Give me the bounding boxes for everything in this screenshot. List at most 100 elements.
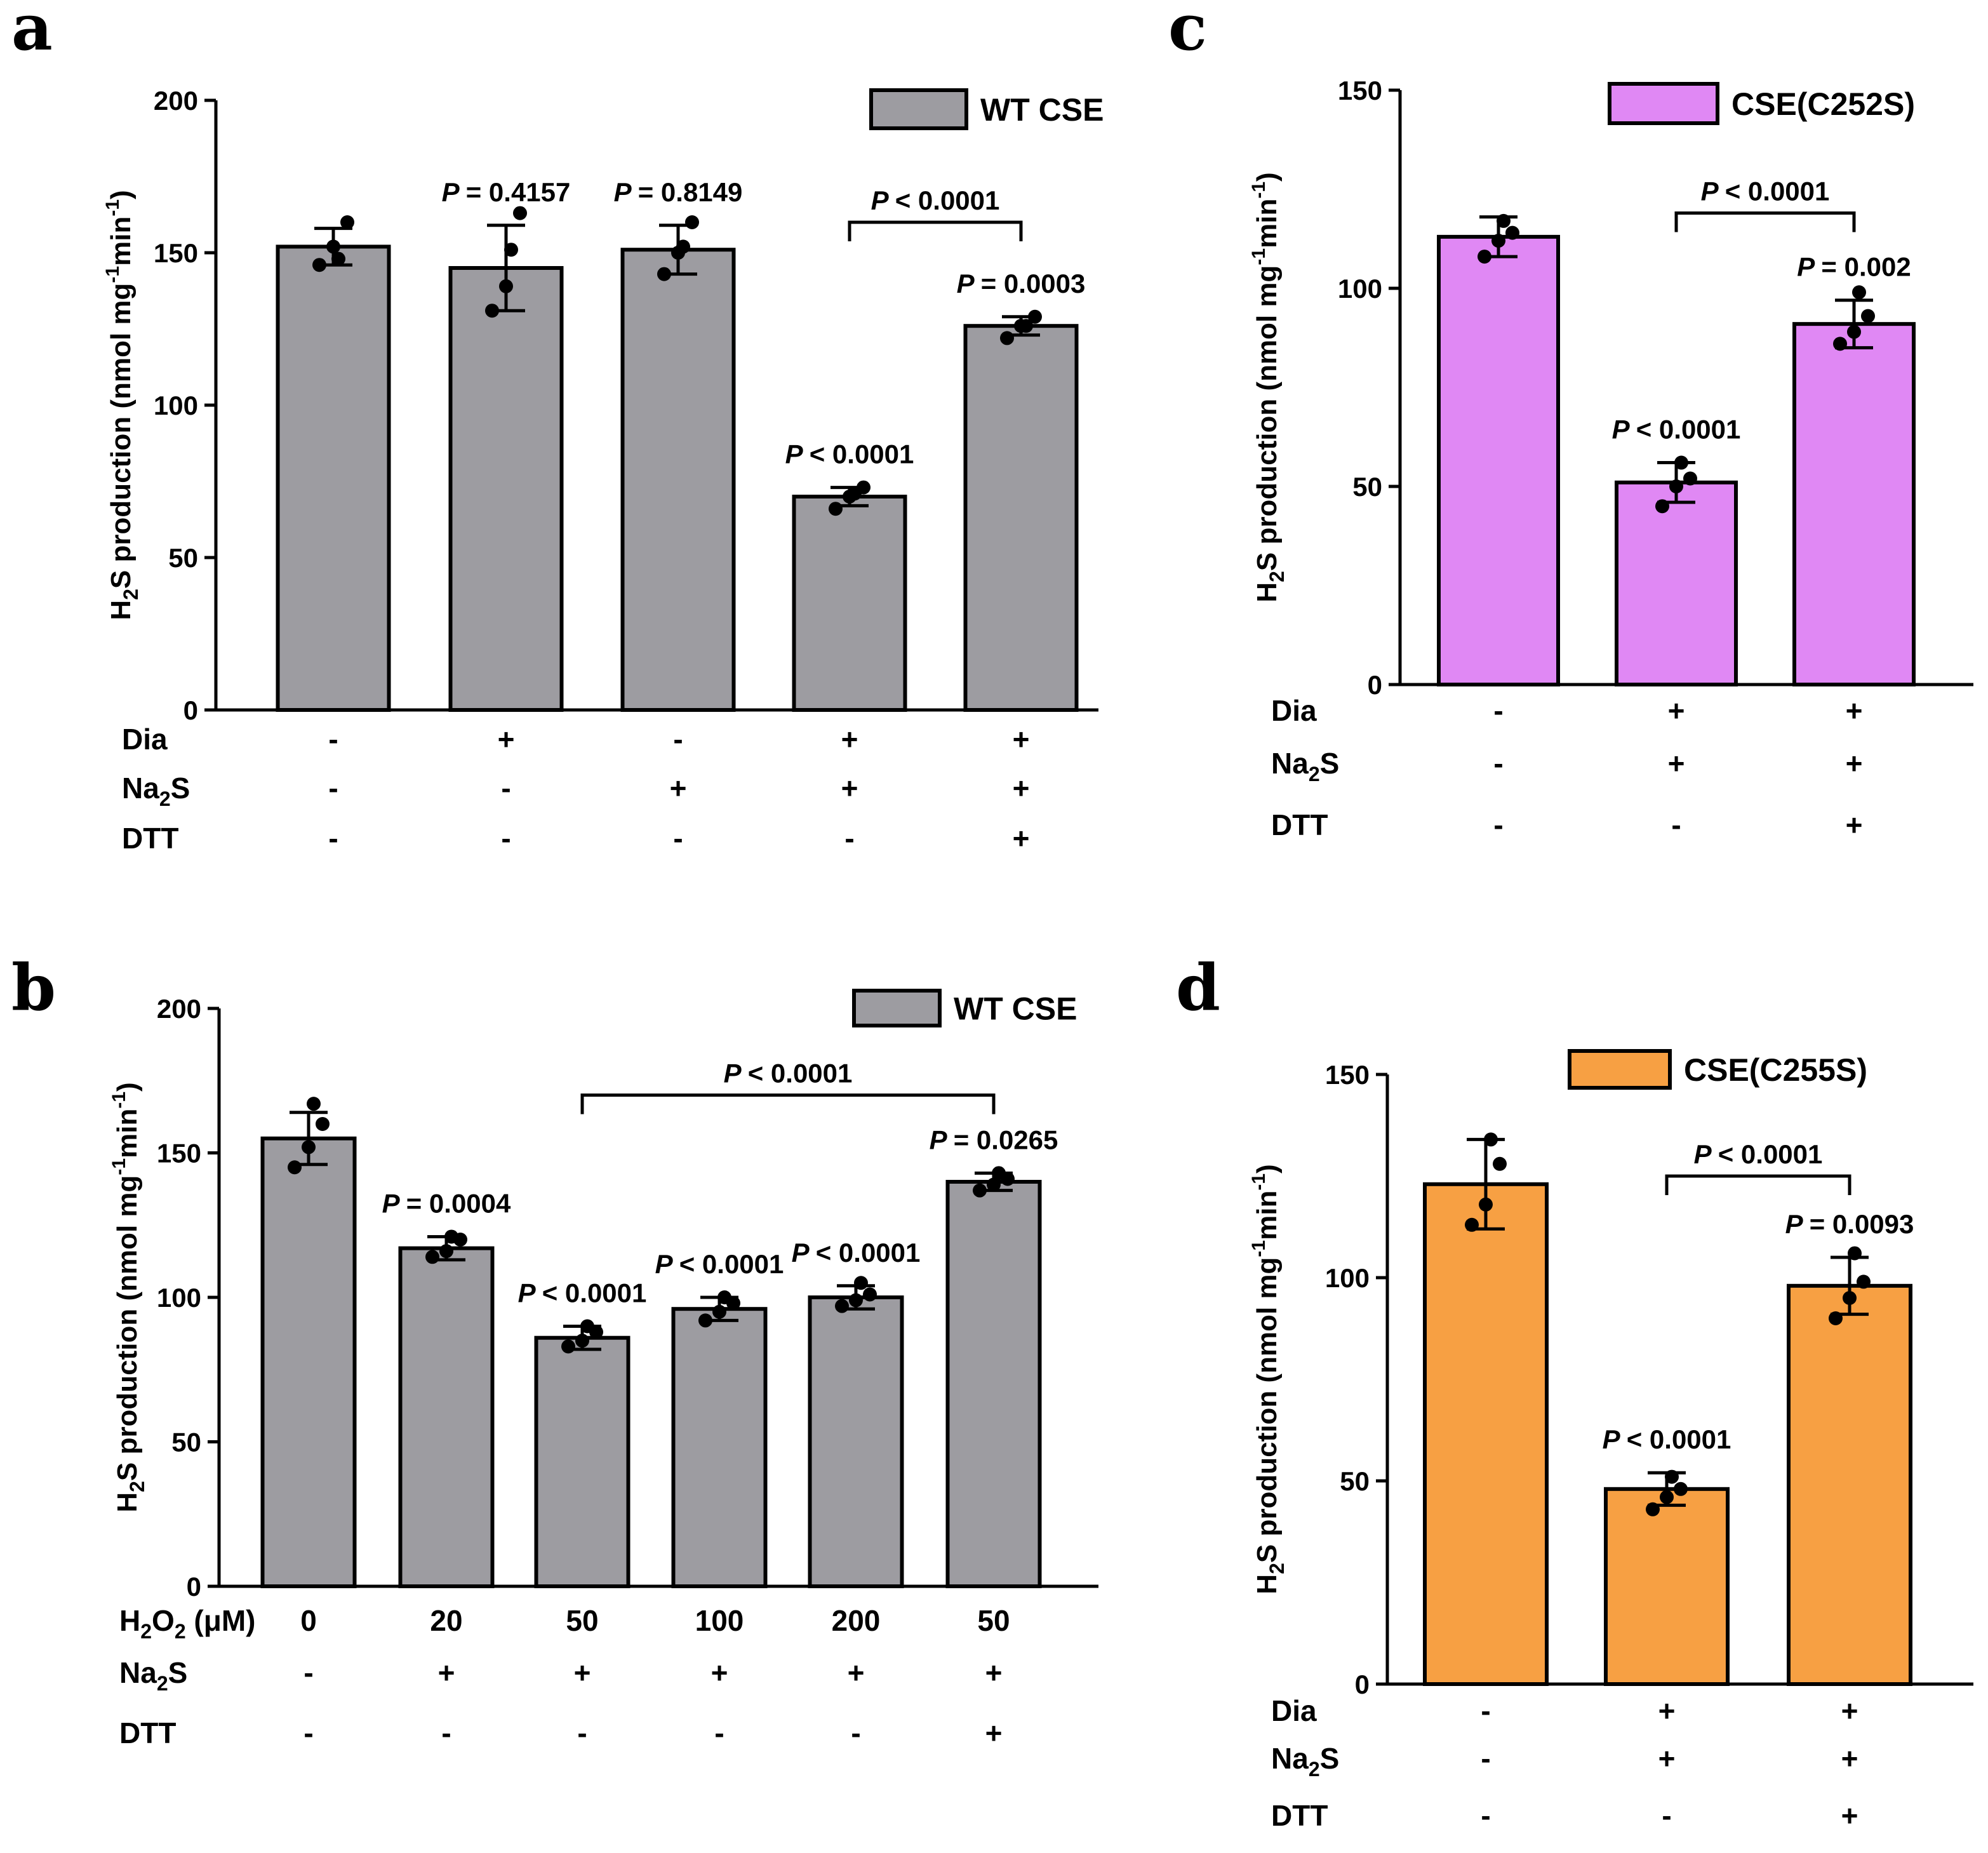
condition-row-label: DTT [1271, 1799, 1328, 1832]
data-point [863, 1287, 877, 1302]
data-point [1019, 319, 1033, 333]
cond-label-sub: 2 [140, 1620, 152, 1643]
data-point [1848, 1246, 1862, 1261]
data-point [973, 1183, 987, 1198]
p-value-text: < 0.0001 [748, 1059, 853, 1088]
data-point [439, 1244, 453, 1259]
p-italic: P [792, 1238, 816, 1268]
y-tick-label: 0 [183, 695, 198, 725]
data-point [848, 486, 862, 501]
ylabel-part: min [1251, 1191, 1283, 1240]
p-value-label: P = 0.002 [1797, 252, 1911, 282]
data-point [829, 502, 843, 516]
legend-swatch [852, 989, 942, 1027]
p-value-text: < 0.0001 [810, 439, 914, 469]
bar [620, 248, 736, 712]
bar [1787, 1283, 1912, 1687]
y-tick-label: 50 [168, 543, 198, 573]
data-point [835, 1299, 849, 1313]
data-point [1833, 337, 1847, 351]
condition-sign: + [1013, 723, 1030, 756]
condition-row-label: DTT [122, 822, 178, 855]
condition-sign: - [673, 822, 683, 855]
y-tick-label: 150 [157, 1139, 201, 1168]
y-tick-label: 200 [154, 86, 198, 116]
p-italic: P [1701, 176, 1725, 206]
bar [792, 495, 907, 712]
condition-sign: - [1671, 808, 1681, 841]
cond-label-part: Na [119, 1656, 157, 1689]
condition-sign: + [985, 1656, 1003, 1689]
condition-sign: - [714, 1716, 724, 1749]
condition-sign: + [670, 772, 687, 805]
legend-label: WT CSE [980, 92, 1104, 128]
data-point [698, 1313, 712, 1328]
ylabel-sub: 2 [1265, 571, 1288, 582]
condition-sign: - [328, 822, 338, 855]
condition-row-label: H2O2 (μM) [119, 1604, 256, 1643]
p-value-text: = 0.0004 [406, 1188, 511, 1218]
p-value-label: P < 0.0001 [1612, 415, 1741, 445]
condition-row-label: Na2S [122, 772, 190, 810]
data-point [1000, 331, 1014, 345]
condition-sign: - [673, 723, 683, 756]
p-italic: P [382, 1188, 406, 1218]
data-point [1484, 1132, 1498, 1147]
p-italic: P [957, 269, 981, 298]
y-axis-label: H2S production (nmol mg-1min-1) [102, 190, 142, 620]
p-value-label: P = 0.0003 [957, 269, 1086, 298]
condition-sign: - [304, 1716, 313, 1749]
cond-label-part: Na [122, 772, 159, 805]
y-axis-label: H2S production (nmol mg-1min-1) [1248, 172, 1288, 602]
cond-label-part: S [171, 772, 190, 805]
condition-sign: 50 [566, 1604, 598, 1637]
condition-sign: - [1481, 1742, 1490, 1775]
data-point [444, 1229, 458, 1244]
data-point [1646, 1502, 1660, 1516]
y-axis-label: H2S production (nmol mg-1min-1) [1248, 1164, 1288, 1594]
p-value-text: < 0.0001 [1627, 1424, 1731, 1454]
condition-sign: 50 [977, 1604, 1010, 1637]
condition-sign: + [1658, 1694, 1676, 1727]
condition-sign: - [1662, 1799, 1671, 1832]
legend-label: CSE(C255S) [1684, 1052, 1867, 1088]
bar [260, 1136, 357, 1588]
condition-sign: - [851, 1716, 860, 1749]
ylabel-sup: -1 [1248, 182, 1269, 199]
y-tick-label: 200 [157, 994, 201, 1024]
p-value-text: < 0.0001 [816, 1238, 921, 1268]
bar [1604, 1487, 1730, 1687]
data-point [992, 1166, 1006, 1181]
data-point [340, 215, 354, 229]
ylabel-part: S production (nmol mg [1251, 1257, 1283, 1563]
condition-sign: + [1846, 808, 1863, 841]
bar [1615, 480, 1738, 686]
panel-letter: b [11, 950, 56, 1025]
cond-label-part: Na [1271, 1742, 1309, 1775]
data-point [1028, 309, 1042, 324]
cond-label-sub: 2 [1309, 763, 1320, 786]
data-point [288, 1160, 302, 1175]
data-point [1674, 455, 1688, 470]
ylabel-sup: -1 [1248, 248, 1269, 265]
bar [398, 1246, 495, 1588]
condition-sign: + [1841, 1742, 1858, 1775]
condition-sign: - [441, 1716, 451, 1749]
data-point [1479, 1197, 1493, 1212]
ylabel-part: ) [112, 1082, 143, 1092]
ylabel-sup: -1 [102, 199, 123, 217]
y-tick-label: 100 [1338, 274, 1382, 304]
panel-letter: a [11, 0, 53, 65]
bar [808, 1295, 904, 1588]
p-value-label: P = 0.0093 [1785, 1209, 1914, 1239]
condition-sign: - [328, 723, 338, 756]
cond-label-sub: 2 [175, 1620, 186, 1643]
p-italic: P [724, 1059, 748, 1088]
data-point [307, 1097, 321, 1111]
p-value-text: < 0.0001 [1725, 176, 1830, 206]
condition-sign: + [711, 1656, 728, 1689]
cond-label-part: DTT [119, 1716, 176, 1749]
condition-sign: + [1013, 822, 1030, 855]
cond-label-sub: 2 [1309, 1758, 1320, 1781]
ylabel-part: H [112, 1492, 143, 1513]
